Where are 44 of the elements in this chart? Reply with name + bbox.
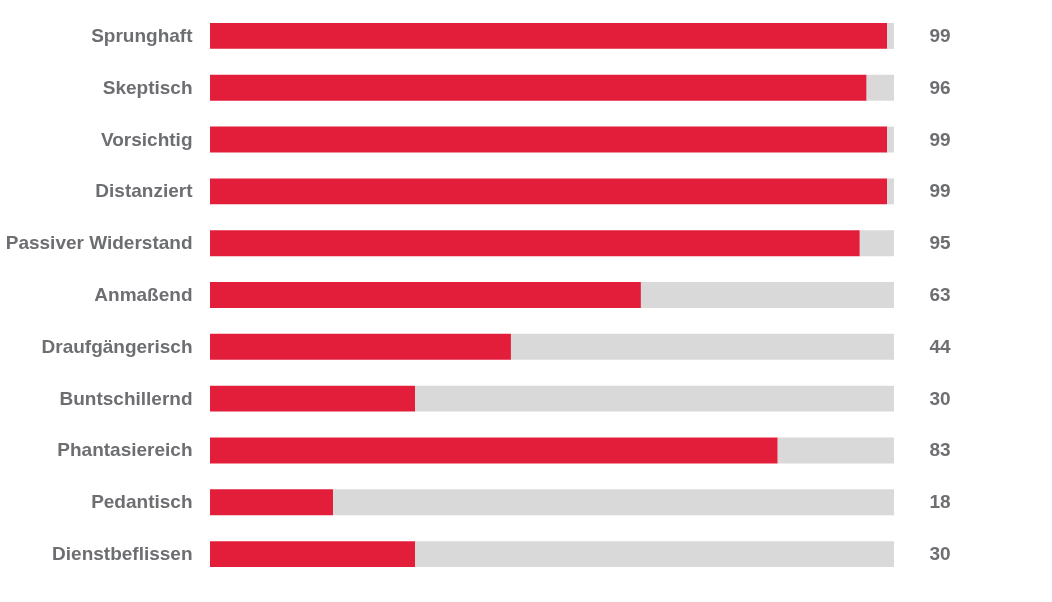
bar — [210, 385, 416, 412]
data-label: 63 — [929, 284, 951, 305]
y-tick-label: Draufgängerisch — [41, 335, 193, 357]
bar — [887, 22, 894, 49]
data-label: 99 — [929, 128, 951, 150]
y-tick-label: Buntschillernd — [59, 387, 193, 409]
y-tick-label: Passiver Widerstand — [5, 232, 193, 254]
data-label: 83 — [929, 439, 951, 461]
bar — [887, 126, 894, 153]
bar — [210, 489, 334, 516]
bar — [640, 282, 894, 308]
data-label: 99 — [929, 24, 951, 46]
data-label: 99 — [929, 180, 951, 202]
y-tick-label: Skeptisch — [102, 76, 193, 98]
data-label: 96 — [929, 76, 951, 98]
bar — [859, 230, 894, 257]
bar — [777, 437, 894, 464]
bar — [887, 178, 894, 205]
bar — [210, 126, 888, 153]
bar — [210, 74, 867, 101]
data-label: 95 — [929, 232, 951, 254]
y-tick-label: Pedantisch — [91, 491, 193, 513]
y-tick-label: Distanziert — [95, 180, 194, 202]
data-label: 18 — [929, 491, 951, 513]
bar — [866, 74, 894, 101]
bar — [333, 489, 894, 516]
bar — [210, 437, 778, 464]
bar — [210, 282, 641, 308]
y-tick-label: Vorsichtig — [101, 128, 193, 150]
data-label: 44 — [929, 335, 951, 357]
bar — [415, 385, 894, 412]
data-label: 30 — [929, 387, 951, 409]
y-tick-label: Anmaßend — [94, 284, 193, 305]
bar — [210, 541, 416, 568]
bar — [510, 333, 894, 360]
y-tick-label: Sprunghaft — [91, 24, 194, 46]
data-label: 30 — [929, 543, 951, 565]
bar — [210, 333, 511, 360]
y-tick-label: Dienstbeflissen — [52, 543, 193, 565]
bar — [210, 22, 888, 49]
bar — [210, 230, 860, 257]
bar — [210, 178, 888, 205]
y-tick-label: Phantasiereich — [57, 439, 193, 461]
bar — [415, 541, 894, 568]
